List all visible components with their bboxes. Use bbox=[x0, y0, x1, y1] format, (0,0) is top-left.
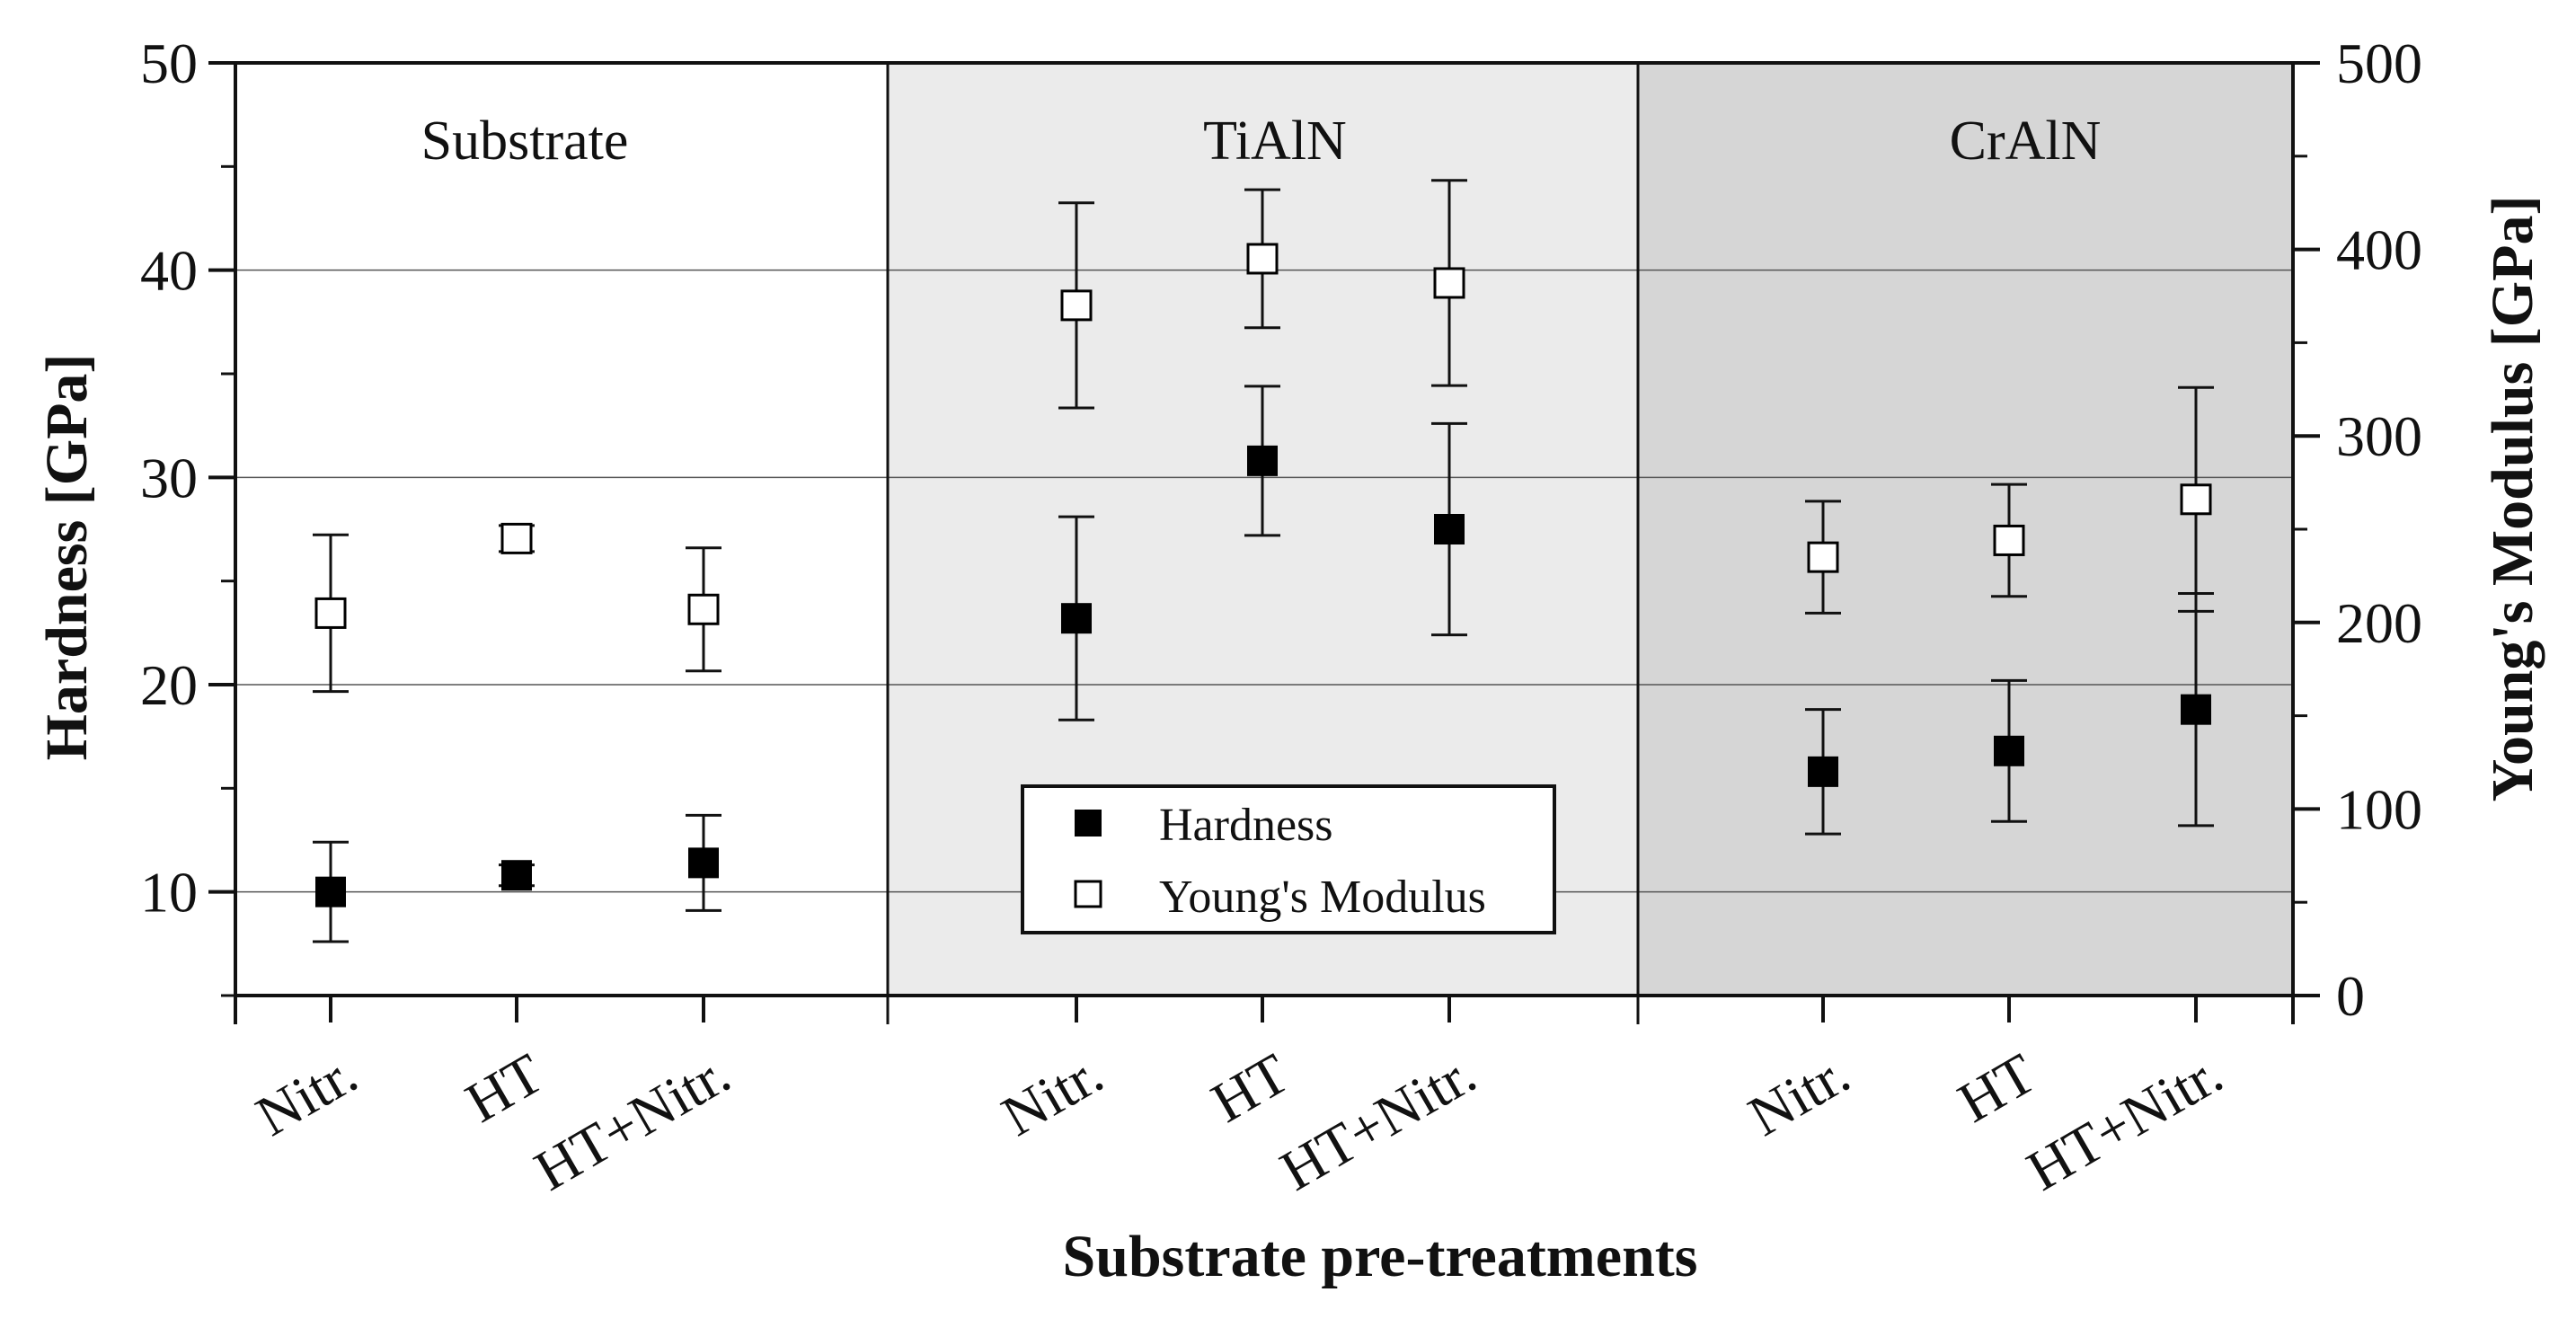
marker-hardness-8 bbox=[2181, 694, 2211, 725]
left-tick-label-50: 50 bbox=[140, 31, 198, 95]
left-tick-label-20: 20 bbox=[140, 653, 198, 717]
right-tick-label-500: 500 bbox=[2336, 31, 2422, 95]
category-label-craln-7: HT bbox=[1948, 1041, 2046, 1135]
left-tick-label-30: 30 bbox=[140, 446, 198, 509]
marker-hardness-2 bbox=[688, 847, 719, 879]
right-tick-label-100: 100 bbox=[2336, 777, 2422, 841]
panel-titles: Substrate TiAlN CrAlN bbox=[421, 111, 2102, 172]
left-tick-label-10: 10 bbox=[140, 861, 198, 925]
marker-hardness-6 bbox=[1808, 756, 1838, 787]
marker-modulus-6 bbox=[1807, 541, 1839, 573]
marker-modulus-2 bbox=[687, 593, 720, 625]
marker-modulus-5 bbox=[1433, 267, 1465, 299]
marker-modulus-8 bbox=[2180, 483, 2212, 516]
left-tick-label-40: 40 bbox=[140, 239, 198, 303]
marker-modulus-7 bbox=[1993, 524, 2025, 556]
category-label-tialn-5: HT+Nitr. bbox=[1270, 1041, 1486, 1203]
x-axis-title: Substrate pre-treatments bbox=[1063, 1224, 1698, 1289]
legend-box bbox=[1021, 784, 1556, 934]
data-markers bbox=[314, 243, 2212, 907]
legend-marker-modulus bbox=[1074, 880, 1102, 908]
legend: Hardness Young's Modulus bbox=[1021, 784, 1556, 934]
marker-modulus-3 bbox=[1060, 289, 1093, 322]
category-label-substrate-0: Nitr. bbox=[245, 1041, 367, 1148]
panel-title-substrate: Substrate bbox=[421, 111, 629, 172]
right-tick-label-300: 300 bbox=[2336, 404, 2422, 468]
marker-hardness-7 bbox=[1994, 735, 2024, 766]
y-axis-title-left: Hardness [GPa] bbox=[34, 354, 100, 761]
marker-modulus-1 bbox=[500, 522, 533, 554]
panel-title-craln: CrAlN bbox=[1950, 111, 2102, 172]
marker-hardness-4 bbox=[1247, 445, 1278, 476]
marker-hardness-1 bbox=[501, 860, 532, 891]
panel-bg-craln bbox=[1638, 63, 2293, 996]
marker-hardness-3 bbox=[1061, 603, 1092, 634]
category-label-tialn-4: HT bbox=[1201, 1041, 1299, 1135]
legend-label-modulus: Young's Modulus bbox=[1159, 872, 1486, 923]
category-label-substrate-2: HT+Nitr. bbox=[524, 1041, 740, 1203]
right-tick-label-200: 200 bbox=[2336, 591, 2422, 655]
marker-modulus-0 bbox=[314, 597, 347, 629]
panel-title-tialn: TiAlN bbox=[1203, 111, 1347, 172]
right-tick-label-0: 0 bbox=[2336, 964, 2365, 1028]
marker-hardness-0 bbox=[315, 876, 346, 907]
category-label-substrate-1: HT bbox=[456, 1041, 553, 1135]
legend-marker-hardness bbox=[1075, 810, 1102, 837]
panel-bg-substrate bbox=[235, 63, 888, 996]
category-label-craln-6: Nitr. bbox=[1738, 1041, 1860, 1148]
category-label-craln-8: HT+Nitr. bbox=[2016, 1041, 2233, 1203]
legend-label-hardness: Hardness bbox=[1159, 800, 1333, 851]
category-label-tialn-3: Nitr. bbox=[991, 1041, 1113, 1148]
right-tick-label-400: 400 bbox=[2336, 218, 2422, 282]
marker-modulus-4 bbox=[1246, 243, 1279, 275]
marker-hardness-5 bbox=[1434, 514, 1465, 544]
y-axis-title-right: Young's Modulus [GPa] bbox=[2480, 196, 2545, 802]
